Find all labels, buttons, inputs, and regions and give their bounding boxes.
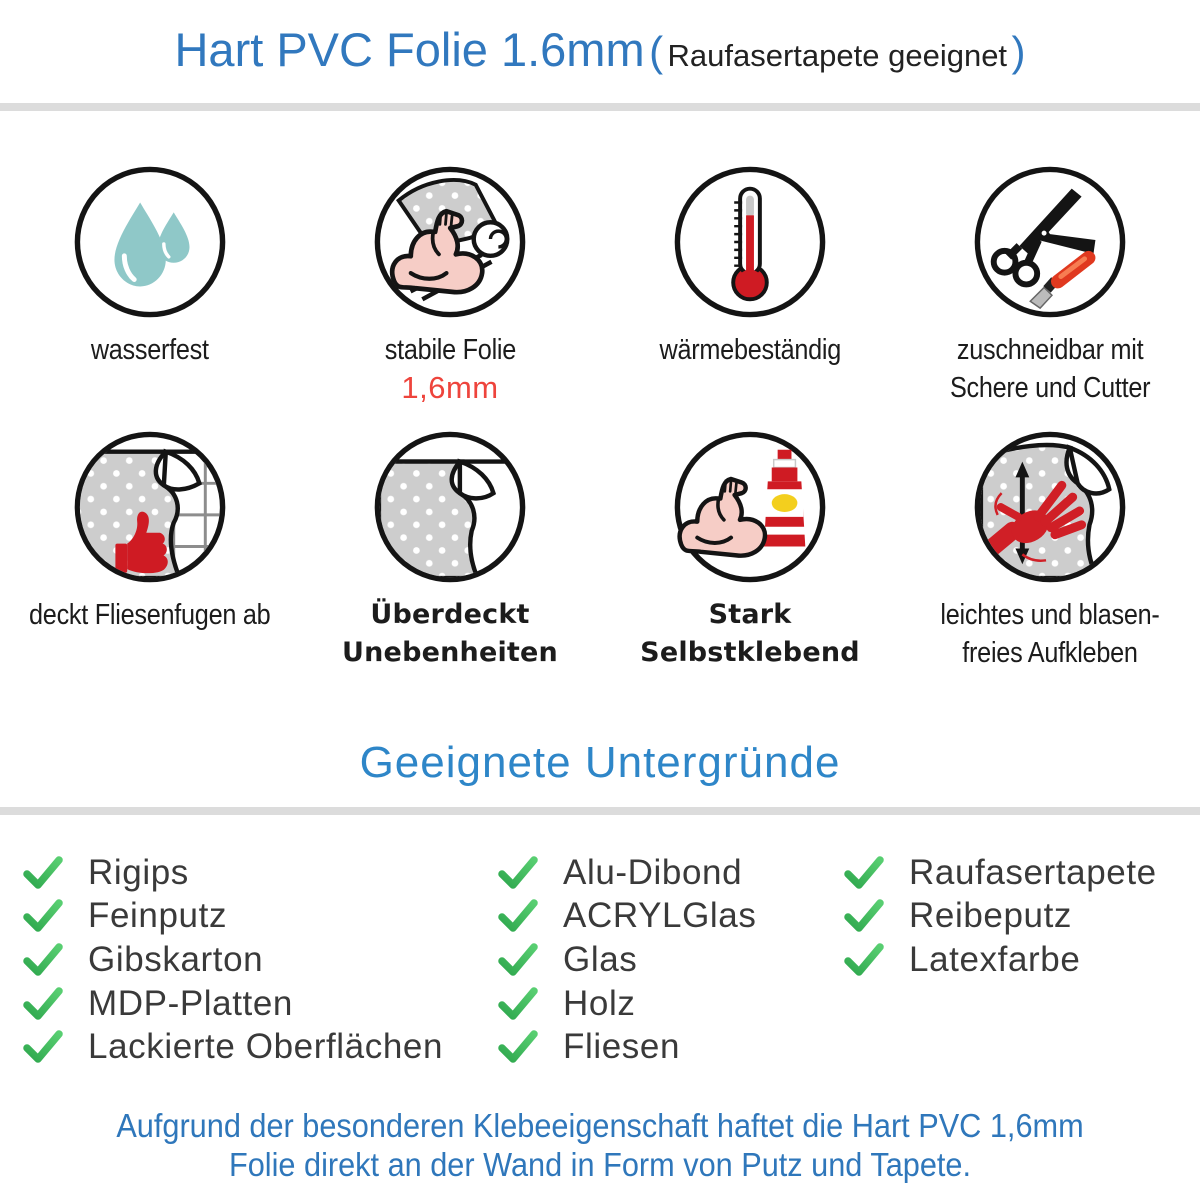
surfaces-column-1: Rigips Feinputz Gibskarton MDP-Platten L… xyxy=(22,851,443,1069)
scissors-cutter-icon xyxy=(974,166,1126,318)
features-row-1: wasserfest stabile Folie 1,6mm xyxy=(0,163,1200,407)
check-icon xyxy=(22,856,64,890)
list-item: Latexfarbe xyxy=(843,938,1157,982)
water-drops-icon xyxy=(74,166,226,318)
check-icon xyxy=(843,856,885,890)
surfaces-column-3: Raufasertapete Reibeputz Latexfarbe xyxy=(843,851,1157,982)
self-adhesive-icon xyxy=(674,431,826,583)
feature-cuttable: zuschneidbar mit Schere und Cutter xyxy=(900,163,1200,407)
list-item: MDP-Platten xyxy=(22,982,443,1026)
list-item: Reibeputz xyxy=(843,895,1157,939)
tile-joint-cover-icon xyxy=(74,431,226,583)
strong-foil-arm-icon xyxy=(374,166,526,318)
check-icon xyxy=(22,987,64,1021)
list-item: Raufasertapete xyxy=(843,851,1157,895)
check-icon xyxy=(843,899,885,933)
list-item: Lackierte Oberflächen xyxy=(22,1025,443,1069)
list-item: Alu-Dibond xyxy=(497,851,756,895)
check-icon xyxy=(497,987,539,1021)
list-item: ACRYLGlas xyxy=(497,895,756,939)
feature-label: deckt Fliesenfugen ab xyxy=(29,599,271,631)
glue-tube xyxy=(763,449,806,547)
title-main: Hart PVC Folie 1.6mm xyxy=(174,23,645,76)
divider-top xyxy=(0,103,1200,111)
feature-label: leichtes und blasen- freies Aufkleben xyxy=(940,599,1160,669)
check-icon xyxy=(497,1030,539,1064)
feature-covers-unevenness: Überdeckt Unebenheiten xyxy=(300,428,600,672)
footer-note: Aufgrund der besonderen Klebeeigenschaft… xyxy=(0,1106,1200,1184)
list-item: Feinputz xyxy=(22,895,443,939)
feature-bubble-free: leichtes und blasen- freies Aufkleben xyxy=(900,428,1200,672)
covers-unevenness-icon xyxy=(374,431,526,583)
feature-stable-foil: stabile Folie 1,6mm xyxy=(300,163,600,407)
feature-label: wärmebeständig xyxy=(659,334,841,366)
title-paren-close: ) xyxy=(1011,28,1026,75)
feature-label: zuschneidbar mit Schere und Cutter xyxy=(949,334,1151,404)
section-heading: Geeignete Untergründe xyxy=(359,738,841,787)
list-item: Holz xyxy=(497,982,756,1026)
check-icon xyxy=(497,899,539,933)
check-icon xyxy=(497,856,539,890)
bubble-free-application-icon xyxy=(974,431,1126,583)
feature-thickness-label: 1,6mm xyxy=(401,370,499,405)
feature-self-adhesive: Stark Selbstklebend xyxy=(600,428,900,672)
page-title: Hart PVC Folie 1.6mm ( Raufasertapete ge… xyxy=(0,22,1200,77)
feature-covers-tile-joints: deckt Fliesenfugen ab xyxy=(0,428,300,672)
feature-label: stabile Folie xyxy=(384,334,516,366)
features-row-2: deckt Fliesenfugen ab Überdeckt Unebenhe… xyxy=(0,428,1200,672)
feature-label: Stark Selbstklebend xyxy=(640,599,860,668)
surfaces-column-2: Alu-Dibond ACRYLGlas Glas Holz Fliesen xyxy=(497,851,756,1069)
list-item: Gibskarton xyxy=(22,938,443,982)
list-item: Fliesen xyxy=(497,1025,756,1069)
check-icon xyxy=(22,943,64,977)
divider-middle xyxy=(0,807,1200,815)
title-subtitle: Raufasertapete geeignet xyxy=(667,38,1008,73)
list-item: Glas xyxy=(497,938,756,982)
check-icon xyxy=(22,1030,64,1064)
check-icon xyxy=(843,943,885,977)
list-item: Rigips xyxy=(22,851,443,895)
check-icon xyxy=(497,943,539,977)
check-icon xyxy=(22,899,64,933)
title-paren-open: ( xyxy=(649,28,664,75)
thermometer-icon xyxy=(674,166,826,318)
feature-label: Überdeckt Unebenheiten xyxy=(342,599,558,668)
feature-label: wasserfest xyxy=(91,334,209,366)
smoothing-hand xyxy=(979,480,1087,562)
footer-line-2: Folie direkt an der Wand in Form von Put… xyxy=(228,1146,972,1183)
feature-waterproof: wasserfest xyxy=(0,163,300,407)
footer-line-1: Aufgrund der besonderen Klebeeigenschaft… xyxy=(116,1107,1084,1144)
feature-heat-resistant: wärmebeständig xyxy=(600,163,900,407)
